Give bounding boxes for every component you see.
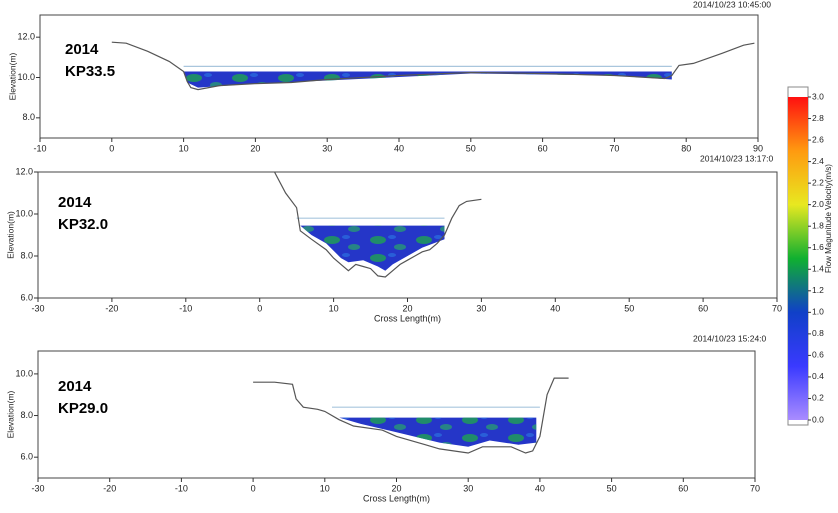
y-tick-label: 10.0 bbox=[15, 208, 33, 218]
y-tick-label: 8.0 bbox=[20, 410, 33, 420]
x-tick-label: 30 bbox=[463, 483, 473, 493]
x-tick-label: 40 bbox=[394, 143, 404, 153]
timestamp: 2014/10/23 15:24:0 bbox=[693, 333, 767, 343]
x-tick-label: 50 bbox=[624, 303, 634, 313]
y-axis-label: Elevation(m) bbox=[7, 52, 17, 100]
x-axis-label: Cross Length(m) bbox=[363, 493, 430, 503]
colorbar-tick-label: 3.0 bbox=[812, 91, 824, 101]
bed-profile bbox=[273, 171, 482, 278]
x-axis-label: Cross Length(m) bbox=[374, 313, 441, 323]
colorbar-tick-label: 2.8 bbox=[812, 113, 824, 123]
x-tick-label: -30 bbox=[31, 483, 44, 493]
x-tick-label: 60 bbox=[678, 483, 688, 493]
x-tick-label: 20 bbox=[391, 483, 401, 493]
x-tick-label: 10 bbox=[179, 143, 189, 153]
x-tick-label: 50 bbox=[466, 143, 476, 153]
x-tick-label: 80 bbox=[681, 143, 691, 153]
colorbar-tick-label: 2.4 bbox=[812, 156, 824, 166]
annotation: 2014 bbox=[58, 378, 92, 395]
plot-frame bbox=[37, 350, 756, 479]
x-tick-label: -30 bbox=[31, 303, 44, 313]
x-tick-label: 60 bbox=[538, 143, 548, 153]
y-tick-label: 10.0 bbox=[17, 72, 35, 82]
x-tick-label: 70 bbox=[609, 143, 619, 153]
colorbar-tick-label: 2.2 bbox=[812, 177, 824, 187]
x-tick-label: -10 bbox=[175, 483, 188, 493]
colorbar-tick-label: 0.4 bbox=[812, 371, 824, 381]
colorbar-tick-label: 0.2 bbox=[812, 393, 824, 403]
x-tick-label: 30 bbox=[476, 303, 486, 313]
annotation: KP33.5 bbox=[65, 63, 115, 80]
x-tick-label: 20 bbox=[250, 143, 260, 153]
annotation: 2014 bbox=[65, 41, 99, 58]
colorbar-tick-label: 0.0 bbox=[812, 414, 824, 424]
x-tick-label: 10 bbox=[329, 303, 339, 313]
y-tick-label: 10.0 bbox=[15, 368, 33, 378]
x-tick-label: -10 bbox=[179, 303, 192, 313]
colorbar-tick-label: 1.6 bbox=[812, 242, 824, 252]
y-tick-label: 6.0 bbox=[20, 452, 33, 462]
x-tick-label: -20 bbox=[103, 483, 116, 493]
y-axis-label: Elevation(m) bbox=[5, 390, 15, 438]
colorbar-tick-label: 0.8 bbox=[812, 328, 824, 338]
bed-profile bbox=[253, 377, 569, 454]
y-tick-label: 12.0 bbox=[17, 32, 35, 42]
x-tick-label: -20 bbox=[105, 303, 118, 313]
colorbar-tick-label: 2.6 bbox=[812, 134, 824, 144]
colorbar-tick-label: 2.0 bbox=[812, 199, 824, 209]
y-tick-label: 12.0 bbox=[15, 166, 33, 176]
velocity-texture bbox=[339, 417, 537, 447]
x-tick-label: 0 bbox=[251, 483, 256, 493]
annotation: KP29.0 bbox=[58, 400, 108, 417]
x-tick-label: -10 bbox=[33, 143, 46, 153]
x-tick-label: 40 bbox=[535, 483, 545, 493]
colorbar-tick-label: 1.4 bbox=[812, 264, 824, 274]
bed-profile bbox=[111, 41, 755, 91]
x-tick-label: 70 bbox=[772, 303, 782, 313]
x-tick-label: 0 bbox=[257, 303, 262, 313]
velocity-texture bbox=[300, 225, 445, 271]
x-tick-label: 50 bbox=[607, 483, 617, 493]
x-tick-label: 30 bbox=[322, 143, 332, 153]
colorbar-tick-label: 1.8 bbox=[812, 220, 824, 230]
x-tick-label: 60 bbox=[698, 303, 708, 313]
colorbar-tick-label: 0.6 bbox=[812, 350, 824, 360]
x-tick-label: 10 bbox=[320, 483, 330, 493]
annotation: 2014 bbox=[58, 194, 92, 211]
y-axis-label: Elevation(m) bbox=[5, 211, 15, 259]
colorbar bbox=[788, 97, 808, 420]
x-tick-label: 90 bbox=[753, 143, 763, 153]
x-tick-label: 20 bbox=[402, 303, 412, 313]
x-tick-label: 70 bbox=[750, 483, 760, 493]
x-tick-label: 40 bbox=[550, 303, 560, 313]
annotation: KP32.0 bbox=[58, 216, 108, 233]
x-tick-label: 0 bbox=[109, 143, 114, 153]
timestamp: 2014/10/23 10:45:00 bbox=[693, 0, 771, 9]
velocity-texture bbox=[183, 71, 672, 88]
colorbar-tick-label: 1.0 bbox=[812, 307, 824, 317]
y-tick-label: 8.0 bbox=[20, 250, 33, 260]
y-tick-label: 8.0 bbox=[22, 112, 35, 122]
colorbar-label: Flow Magunitude Velocity(m/s) bbox=[824, 164, 833, 273]
colorbar-tick-label: 1.2 bbox=[812, 285, 824, 295]
y-tick-label: 6.0 bbox=[20, 292, 33, 302]
timestamp: 2014/10/23 13:17:0 bbox=[700, 153, 774, 163]
